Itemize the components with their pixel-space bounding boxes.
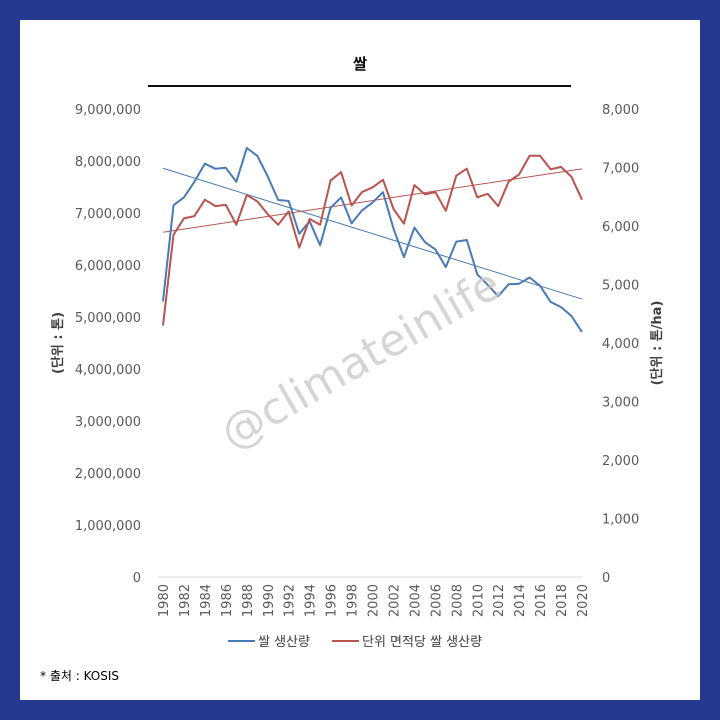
right-axis-ticks: 0 1,000 2,000 3,000 4,000 5,000 6,000 7,000 8,00…	[602, 103, 639, 586]
title-underline	[148, 85, 571, 87]
left-axis-title: (단위 : 톤)	[50, 312, 66, 374]
x-axis-ticks: 1980 1982 1984 1986 1988 1990 1992 1994 1996 1998…	[157, 584, 591, 617]
series-line-2	[162, 154, 583, 326]
trendline-2	[162, 168, 583, 233]
x-tick-label: 1980	[157, 584, 172, 617]
chart-card	[20, 20, 700, 700]
x-tick-label: 1994	[304, 584, 319, 617]
legend: 쌀 생산량 단위 면적당 쌀 생산량	[228, 635, 482, 650]
right-tick-label: 2,000	[602, 454, 639, 469]
x-tick-label: 2006	[429, 584, 444, 617]
left-tick-label: 5,000,000	[75, 311, 141, 326]
legend-label-series2: 단위 면적당 쌀 생산량	[362, 635, 482, 650]
left-tick-label: 4,000,000	[75, 363, 141, 378]
right-tick-label: 3,000	[602, 396, 639, 411]
left-tick-label: 2,000,000	[75, 467, 141, 482]
trendline-1	[162, 167, 583, 300]
left-tick-label: 1,000,000	[75, 519, 141, 534]
x-tick-label: 2014	[513, 584, 528, 617]
left-axis-ticks: 0 1,000,000 2,000,000 3,000,000 4,000,000 5,0…	[75, 103, 141, 586]
x-tick-label: 1984	[199, 584, 214, 617]
x-tick-label: 2018	[555, 584, 570, 617]
x-tick-label: 1998	[346, 584, 361, 617]
left-tick-label: 3,000,000	[75, 415, 141, 430]
x-tick-label: 1988	[241, 584, 256, 617]
series-line-1	[162, 147, 583, 333]
x-tick-label: 2000	[367, 584, 382, 617]
x-tick-label: 2008	[450, 584, 465, 617]
right-tick-label: 8,000	[602, 103, 639, 118]
series-lines	[162, 147, 583, 333]
left-tick-label: 7,000,000	[75, 207, 141, 222]
right-axis-title: (단위 : 톤/ha)	[649, 301, 665, 386]
x-tick-label: 2016	[534, 584, 549, 617]
legend-label-series1: 쌀 생산량	[258, 635, 310, 650]
chart-title: 쌀	[353, 55, 367, 73]
watermark: @climateinlife	[212, 259, 509, 460]
x-tick-label: 1990	[262, 584, 277, 617]
left-tick-label: 9,000,000	[75, 103, 141, 118]
x-tick-label: 2010	[471, 584, 486, 617]
x-tick-label: 2012	[492, 584, 507, 617]
x-tick-label: 2004	[408, 584, 423, 617]
x-tick-label: 1996	[325, 584, 340, 617]
x-tick-label: 2002	[387, 584, 402, 617]
right-tick-label: 1,000	[602, 513, 639, 528]
right-tick-label: 4,000	[602, 337, 639, 352]
left-tick-label: 6,000,000	[75, 259, 141, 274]
right-tick-label: 7,000	[602, 162, 639, 177]
x-tick-label: 1986	[220, 584, 235, 617]
right-tick-label: 5,000	[602, 279, 639, 294]
left-tick-label: 8,000,000	[75, 155, 141, 170]
x-tick-label: 1992	[283, 584, 298, 617]
x-tick-label: 2020	[576, 584, 591, 617]
left-tick-label: 0	[133, 571, 141, 586]
right-tick-label: 6,000	[602, 220, 639, 235]
x-tick-label: 1982	[178, 584, 193, 617]
right-tick-label: 0	[602, 571, 610, 586]
source-note: * 출처 : KOSIS	[40, 669, 119, 683]
